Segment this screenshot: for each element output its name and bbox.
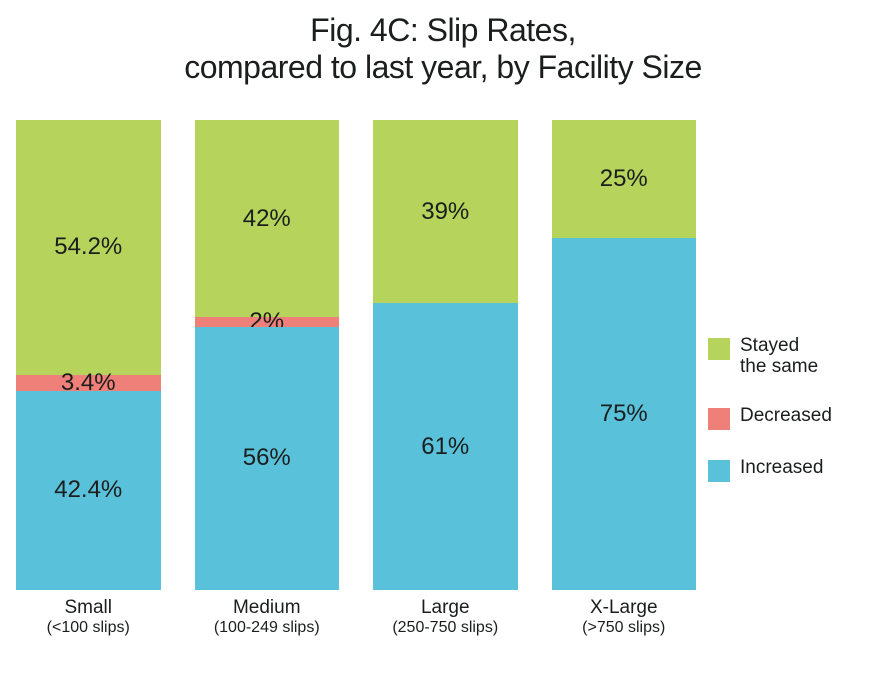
chart-title: Fig. 4C: Slip Rates, compared to last ye… (0, 0, 886, 86)
x-axis-label-sub: (100-249 slips) (195, 619, 340, 637)
bar-segment-increased: 61% (373, 303, 518, 590)
bar-value-label: 42.4% (54, 476, 122, 504)
x-axis-label-main: Small (16, 598, 161, 619)
legend-item: Decreased (708, 406, 868, 430)
bar-segment-decreased: 3.4% (16, 375, 161, 391)
chart-title-line1: Fig. 4C: Slip Rates, (310, 12, 576, 48)
bar-segment-increased: 42.4% (16, 391, 161, 590)
bar: 39% 61% (373, 120, 518, 590)
x-axis-label-main: X-Large (552, 598, 697, 619)
bar-value-label: 61% (421, 433, 469, 461)
bar-segment-increased: 75% (552, 238, 697, 591)
x-axis-label: Small(<100 slips) (16, 598, 161, 636)
x-axis-label-main: Medium (195, 598, 340, 619)
bar-value-label: 42% (243, 205, 291, 233)
legend-swatch (708, 460, 730, 482)
bar-segment-decreased: 2% (195, 317, 340, 326)
bar: 54.2% 3.4% 42.4% (16, 120, 161, 590)
chart-title-line2: compared to last year, by Facility Size (184, 49, 702, 85)
bar-value-label: 25% (600, 165, 648, 193)
legend: Stayedthe same Decreased Increased (708, 336, 868, 510)
bar: 25% 75% (552, 120, 697, 590)
bar-segment-stayed-same: 42% (195, 120, 340, 317)
x-axis-label-sub: (250-750 slips) (373, 619, 518, 637)
legend-item: Stayedthe same (708, 336, 868, 378)
x-axis-label-main: Large (373, 598, 518, 619)
chart-area: 54.2% 3.4% 42.4% 42% 2% 56% 39% 61% 25% 75% Small… (0, 120, 886, 680)
bar-value-label: 54.2% (54, 233, 122, 261)
legend-label: Stayedthe same (740, 336, 818, 378)
bar-value-label: 56% (243, 444, 291, 472)
x-axis-label: Large(250-750 slips) (373, 598, 518, 636)
legend-swatch (708, 408, 730, 430)
legend-label: Decreased (740, 406, 832, 427)
bar-value-label: 39% (421, 198, 469, 226)
x-axis-label: X-Large(>750 slips) (552, 598, 697, 636)
bar: 42% 2% 56% (195, 120, 340, 590)
x-axis-labels: Small(<100 slips) Medium(100-249 slips) La… (16, 598, 696, 636)
legend-item: Increased (708, 458, 868, 482)
bar-value-label: 75% (600, 400, 648, 428)
figure: Fig. 4C: Slip Rates, compared to last ye… (0, 0, 886, 691)
bar-segment-stayed-same: 39% (373, 120, 518, 303)
legend-label: Increased (740, 458, 823, 479)
bar-segment-stayed-same: 25% (552, 120, 697, 238)
x-axis-label-sub: (>750 slips) (552, 619, 697, 637)
x-axis-label-sub: (<100 slips) (16, 619, 161, 637)
legend-swatch (708, 338, 730, 360)
bar-segment-increased: 56% (195, 327, 340, 590)
bars-container: 54.2% 3.4% 42.4% 42% 2% 56% 39% 61% 25% 75% (16, 120, 696, 590)
x-axis-label: Medium(100-249 slips) (195, 598, 340, 636)
bar-segment-stayed-same: 54.2% (16, 120, 161, 375)
